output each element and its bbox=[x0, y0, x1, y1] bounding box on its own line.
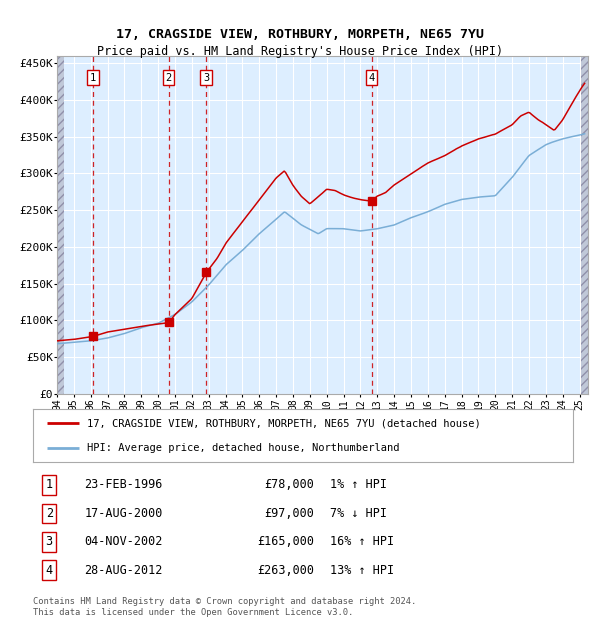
Text: 17, CRAGSIDE VIEW, ROTHBURY, MORPETH, NE65 7YU: 17, CRAGSIDE VIEW, ROTHBURY, MORPETH, NE… bbox=[116, 28, 484, 41]
Text: 17-AUG-2000: 17-AUG-2000 bbox=[84, 507, 163, 520]
Text: £97,000: £97,000 bbox=[264, 507, 314, 520]
Text: 28-AUG-2012: 28-AUG-2012 bbox=[84, 564, 163, 577]
Bar bbox=[57, 56, 64, 394]
Text: 1: 1 bbox=[90, 73, 96, 82]
Text: Price paid vs. HM Land Registry's House Price Index (HPI): Price paid vs. HM Land Registry's House … bbox=[97, 45, 503, 58]
Text: 13% ↑ HPI: 13% ↑ HPI bbox=[330, 564, 394, 577]
Text: 16% ↑ HPI: 16% ↑ HPI bbox=[330, 535, 394, 548]
Text: 04-NOV-2002: 04-NOV-2002 bbox=[84, 535, 163, 548]
Text: 23-FEB-1996: 23-FEB-1996 bbox=[84, 479, 163, 492]
Text: 7% ↓ HPI: 7% ↓ HPI bbox=[330, 507, 387, 520]
Text: 2: 2 bbox=[166, 73, 172, 82]
Text: 3: 3 bbox=[203, 73, 209, 82]
Text: 4: 4 bbox=[46, 564, 53, 577]
Text: Contains HM Land Registry data © Crown copyright and database right 2024.
This d: Contains HM Land Registry data © Crown c… bbox=[33, 598, 416, 617]
Text: 4: 4 bbox=[368, 73, 374, 82]
Text: £263,000: £263,000 bbox=[257, 564, 314, 577]
Bar bbox=[581, 56, 588, 394]
Text: HPI: Average price, detached house, Northumberland: HPI: Average price, detached house, Nort… bbox=[87, 443, 400, 453]
Text: 17, CRAGSIDE VIEW, ROTHBURY, MORPETH, NE65 7YU (detached house): 17, CRAGSIDE VIEW, ROTHBURY, MORPETH, NE… bbox=[87, 418, 481, 428]
Text: 1% ↑ HPI: 1% ↑ HPI bbox=[330, 479, 387, 492]
Text: 3: 3 bbox=[46, 535, 53, 548]
Text: £165,000: £165,000 bbox=[257, 535, 314, 548]
Text: £78,000: £78,000 bbox=[264, 479, 314, 492]
Text: 1: 1 bbox=[46, 479, 53, 492]
Text: 2: 2 bbox=[46, 507, 53, 520]
